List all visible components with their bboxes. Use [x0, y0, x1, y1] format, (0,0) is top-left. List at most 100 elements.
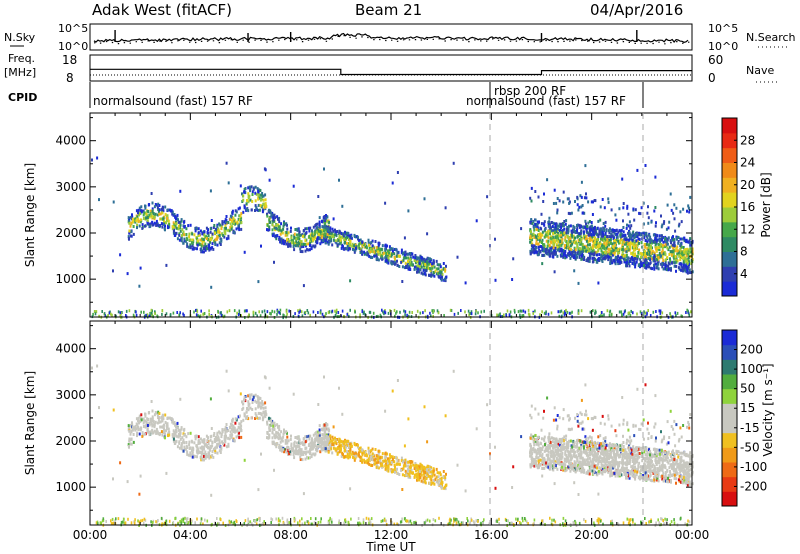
power-cell — [655, 266, 658, 270]
power-cell — [591, 235, 594, 239]
power-cell — [445, 275, 448, 279]
power-cell — [530, 247, 533, 251]
power-cell — [673, 242, 676, 245]
power-cell — [542, 200, 545, 203]
power-cell — [276, 215, 279, 219]
power-cell — [201, 240, 204, 244]
velocity-cell — [293, 440, 296, 444]
power-ground-cell — [276, 309, 279, 313]
power-cell — [338, 234, 341, 238]
power-ground-cell — [658, 309, 661, 313]
power-ground-cell — [276, 312, 278, 316]
power-cell — [576, 242, 579, 246]
power-cell — [664, 237, 667, 241]
power-cell — [268, 221, 271, 224]
velocity-cell — [340, 454, 343, 458]
power-ground-cell — [644, 311, 647, 315]
velocity-cell — [171, 420, 174, 424]
power-cell — [423, 272, 426, 275]
power-cell — [529, 251, 532, 255]
power-cell — [675, 206, 678, 210]
velocity-cell — [130, 429, 133, 433]
power-cell — [209, 189, 212, 193]
power-cell — [377, 241, 380, 245]
velocity-cell — [261, 418, 264, 422]
power-cell — [664, 243, 667, 247]
velocity-cell — [303, 443, 306, 447]
power-cell — [562, 190, 565, 194]
power-cell — [300, 240, 303, 244]
power-cell — [612, 245, 615, 249]
velocity-cell — [193, 454, 196, 458]
power-cell — [248, 185, 251, 189]
power-cell — [573, 226, 576, 230]
power-cell — [286, 227, 289, 231]
velocity-cell — [311, 446, 314, 450]
power-cell — [213, 229, 216, 233]
power-cell — [271, 234, 274, 238]
power-ground-cell — [256, 314, 258, 318]
power-cell — [131, 215, 134, 219]
power-cell — [631, 231, 634, 235]
power-cell — [261, 210, 264, 214]
power-cell — [292, 184, 295, 188]
velocity-cell — [214, 449, 217, 453]
power-cell — [287, 231, 290, 235]
velocity-cell — [288, 448, 291, 451]
power-ground-cell — [432, 314, 434, 318]
power-cell — [607, 247, 610, 251]
power-cell — [247, 196, 250, 200]
power-cell — [621, 247, 624, 251]
power-cell — [311, 234, 314, 238]
power-cell — [672, 246, 675, 250]
power-ground-cell — [349, 308, 351, 312]
power-ground-cell — [143, 310, 145, 314]
power-cell — [583, 196, 586, 200]
power-cell — [636, 257, 639, 261]
power-ground-cell — [460, 309, 462, 312]
power-cell — [680, 245, 683, 249]
power-cell — [634, 244, 637, 247]
power-cell — [407, 209, 410, 213]
velocity-cell — [428, 469, 431, 473]
power-cell — [551, 225, 554, 228]
power-cell — [357, 243, 360, 247]
velocity-cell — [219, 451, 222, 454]
power-cell — [287, 241, 290, 245]
power-cell — [659, 244, 662, 248]
power-cell — [318, 216, 321, 220]
power-cell — [674, 255, 677, 258]
power-cell — [673, 264, 676, 268]
velocity-cell — [316, 430, 319, 434]
power-cell — [143, 211, 146, 215]
velocity-cell — [175, 434, 178, 438]
power-cell — [660, 225, 663, 229]
power-ground-cell — [630, 309, 632, 313]
velocity-cell — [305, 450, 308, 454]
power-ground-cell — [94, 312, 97, 316]
power-cell — [168, 222, 171, 226]
power-cell — [171, 210, 174, 214]
velocity-cell — [170, 417, 173, 421]
power-cell — [667, 226, 670, 230]
power-cell — [531, 222, 534, 225]
power-cell — [299, 240, 301, 243]
power-cell — [586, 243, 589, 247]
velocity-cell — [282, 432, 285, 436]
power-cell — [303, 235, 306, 239]
power-cell — [639, 233, 642, 237]
power-cell — [546, 232, 548, 236]
power-cell — [662, 259, 665, 262]
power-ground-cell — [108, 311, 111, 315]
velocity-cell — [220, 447, 223, 451]
power-cell — [594, 237, 597, 241]
power-cell — [552, 232, 555, 236]
power-ground-cell — [527, 312, 530, 316]
velocity-cell — [325, 425, 328, 429]
power-cell — [213, 224, 216, 227]
velocity-cell — [185, 441, 188, 444]
power-cell — [391, 262, 393, 266]
velocity-cell — [151, 415, 154, 419]
power-ground-cell — [422, 311, 424, 315]
power-cell — [323, 229, 326, 233]
